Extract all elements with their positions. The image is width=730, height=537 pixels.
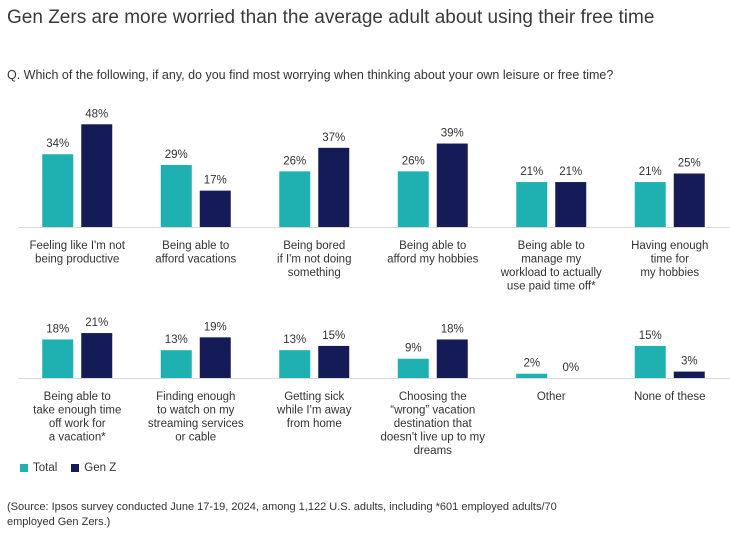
bar-genz-6	[81, 333, 113, 378]
value-label-genz-11: 3%	[681, 356, 698, 368]
bar-genz-1	[199, 190, 231, 227]
category-label-8: Getting sick while I'm away from home	[276, 391, 352, 430]
value-label-total-10: 2%	[523, 358, 540, 370]
chart-subtitle: Q. Which of the following, if any, do yo…	[7, 68, 614, 82]
category-label-11: None of these	[634, 391, 706, 403]
value-label-genz-0: 48%	[85, 108, 108, 120]
bar-genz-2	[318, 147, 350, 227]
bar-chart: 34% 48% Feeling like I'm not being producti…	[18, 108, 730, 457]
bar-total-4	[516, 182, 548, 227]
value-label-total-7: 13%	[165, 334, 188, 346]
value-label-total-11: 15%	[639, 330, 662, 342]
bar-genz-11	[673, 371, 705, 378]
bar-total-3	[397, 171, 429, 227]
value-label-genz-1: 17%	[204, 175, 227, 187]
value-label-total-3: 26%	[402, 155, 425, 167]
bar-total-2	[279, 171, 311, 227]
category-label-9: Choosing the “wrong” vacation destination …	[381, 391, 486, 457]
bar-total-0	[42, 154, 74, 227]
value-label-genz-2: 37%	[322, 132, 345, 144]
value-label-genz-3: 39%	[441, 128, 464, 140]
value-label-genz-5: 25%	[678, 158, 701, 170]
bar-total-8	[279, 350, 311, 378]
bar-total-1	[160, 164, 192, 227]
bar-total-9	[397, 358, 429, 378]
category-label-3: Being able to afford my hobbies	[387, 240, 478, 266]
value-label-genz-7: 19%	[204, 321, 227, 333]
value-label-total-4: 21%	[520, 166, 543, 178]
legend-swatch-genz	[71, 464, 80, 472]
category-label-5: Having enough time for my hobbies	[631, 240, 708, 279]
legend-label-total: Total	[33, 462, 58, 474]
category-label-7: Finding enough to watch on my streaming se…	[148, 391, 244, 444]
value-label-total-2: 26%	[283, 155, 306, 167]
value-label-genz-6: 21%	[85, 317, 108, 329]
bar-genz-5	[673, 173, 705, 227]
source-note: (Source: Ipsos survey conducted June 17-…	[7, 501, 557, 528]
legend-swatch-total	[20, 464, 28, 472]
category-label-0: Feeling like I'm not being productive	[29, 240, 125, 266]
legend-label-genz: Gen Z	[84, 462, 117, 474]
value-label-total-9: 9%	[405, 343, 422, 355]
bar-genz-4	[555, 182, 587, 227]
value-label-total-6: 18%	[46, 323, 69, 335]
category-label-6: Being able to take enough time off work fo…	[33, 391, 121, 444]
bar-genz-3	[436, 143, 468, 227]
category-label-10: Other	[537, 391, 566, 403]
bar-genz-9	[436, 339, 468, 378]
value-label-genz-9: 18%	[441, 323, 464, 335]
legend-item-genz: Gen Z	[71, 462, 116, 474]
value-label-genz-8: 15%	[322, 330, 345, 342]
chart-title: Gen Zers are more worried than the avera…	[7, 7, 655, 28]
value-label-total-1: 29%	[165, 149, 188, 161]
legend-item-total: Total	[20, 462, 57, 474]
category-label-2: Being bored if I'm not doing something	[277, 240, 351, 279]
bar-total-11	[634, 345, 666, 378]
legend: Total Gen Z	[20, 462, 116, 474]
value-label-total-0: 34%	[46, 138, 69, 150]
bar-total-5	[634, 182, 666, 227]
bar-total-7	[160, 350, 192, 378]
value-label-total-8: 13%	[283, 334, 306, 346]
category-label-1: Being able to afford vacations	[155, 240, 236, 266]
category-label-4: Being able to manage my workload to actual…	[500, 240, 602, 293]
value-label-total-5: 21%	[639, 166, 662, 178]
bar-genz-7	[199, 337, 231, 378]
bar-total-6	[42, 339, 74, 378]
value-label-genz-10: 0%	[562, 362, 579, 374]
bar-total-10	[516, 373, 548, 378]
value-label-genz-4: 21%	[559, 166, 582, 178]
bar-genz-8	[318, 345, 350, 378]
bar-genz-0	[81, 124, 113, 227]
